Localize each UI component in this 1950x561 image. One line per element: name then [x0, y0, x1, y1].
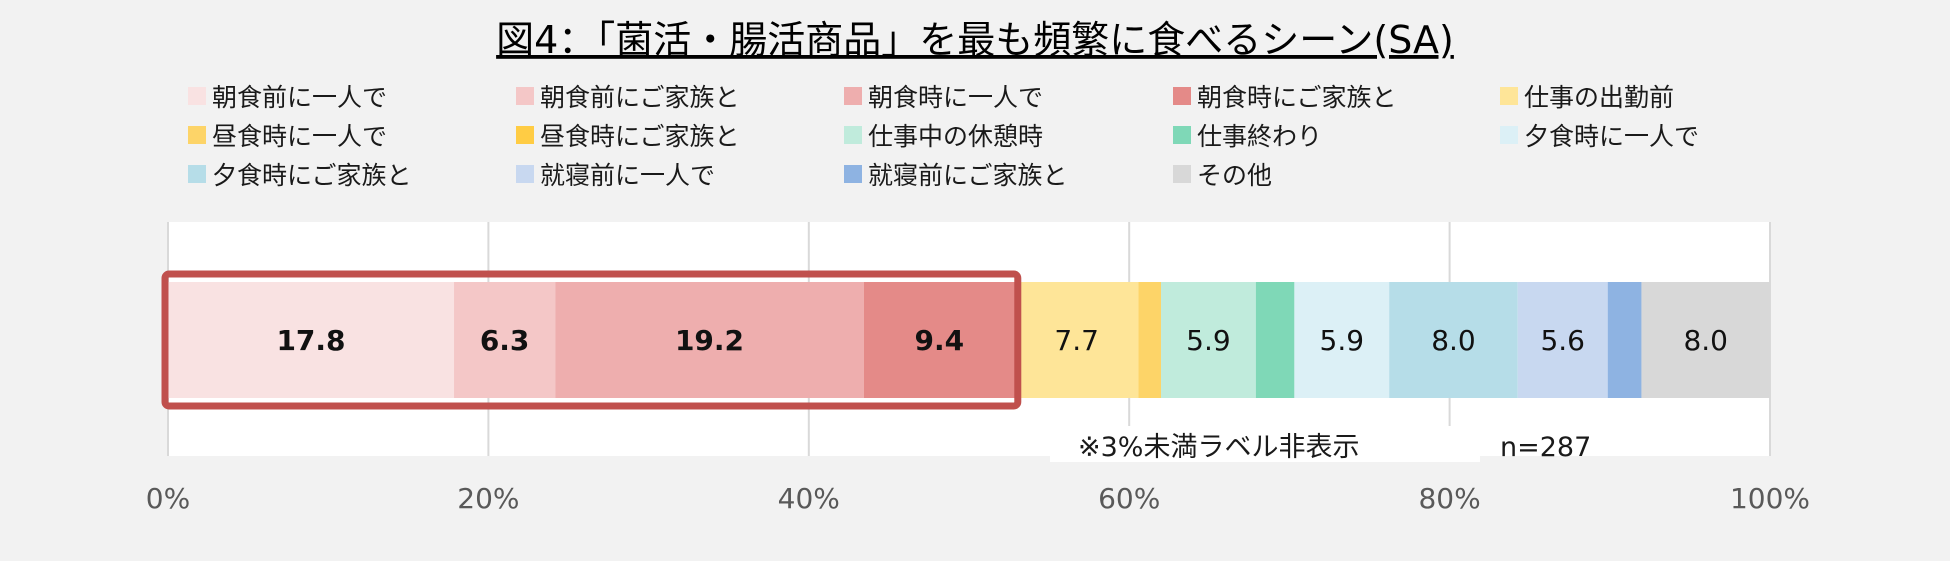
- bar-stack: [168, 282, 1770, 398]
- x-axis-ticks: 0% 20% 40% 60% 80% 100%: [146, 482, 1810, 515]
- note-text: ※3%未満ラベル非表示: [1078, 432, 1359, 463]
- data-label: 19.2: [675, 324, 744, 357]
- legend-label: 昼食時にご家族と: [540, 122, 740, 151]
- data-label: 6.3: [480, 324, 530, 357]
- legend-swatch: [188, 165, 206, 183]
- data-label: 5.9: [1320, 324, 1365, 357]
- data-label: 5.9: [1186, 324, 1231, 357]
- bar-segment: [1607, 282, 1642, 398]
- n-label: n=287: [1500, 432, 1591, 463]
- bar-segment: [1294, 282, 1390, 398]
- legend-swatch: [1173, 126, 1191, 144]
- x-tick-label: 100%: [1730, 482, 1810, 515]
- legend-label: 就寝前にご家族と: [868, 161, 1068, 190]
- x-tick-label: 60%: [1098, 482, 1160, 515]
- data-label: 5.6: [1540, 324, 1585, 357]
- x-tick-label: 80%: [1418, 482, 1480, 515]
- legend-swatch: [844, 126, 862, 144]
- legend: 朝食前に一人で 朝食前にご家族と 朝食時に一人で 朝食時にご家族と 仕事の出勤前昼食時に…: [188, 83, 1699, 190]
- bar-segment: [1517, 282, 1608, 398]
- legend-label: その他: [1197, 161, 1272, 190]
- legend-swatch: [1173, 87, 1191, 105]
- bar-segment: [454, 282, 556, 398]
- data-label: 17.8: [276, 324, 345, 357]
- legend-label: 仕事終わり: [1197, 122, 1322, 151]
- legend-swatch: [1500, 87, 1518, 105]
- legend-swatch: [516, 165, 534, 183]
- data-label: 9.4: [914, 324, 964, 357]
- data-label: 7.7: [1054, 324, 1099, 357]
- chart-title: 図4：「菌活・腸活商品」を最も頻繁に食べるシーン(SA): [496, 18, 1454, 62]
- legend-swatch: [844, 87, 862, 105]
- bar-segment: [1389, 282, 1518, 398]
- legend-label: 朝食前に一人で: [212, 83, 387, 112]
- legend-label: 仕事の出勤前: [1524, 83, 1674, 112]
- legend-label: 昼食時に一人で: [212, 122, 387, 151]
- data-label: 8.0: [1431, 324, 1476, 357]
- legend-swatch: [188, 126, 206, 144]
- bar-segment: [555, 282, 864, 398]
- bar-segment: [168, 282, 455, 398]
- legend-label: 朝食時に一人で: [868, 83, 1043, 112]
- highlight-box: [161, 270, 1022, 410]
- bar-segment: [863, 282, 1015, 398]
- data-label: 8.0: [1683, 324, 1728, 357]
- note-background: [1050, 426, 1480, 462]
- bar-segment: [1138, 282, 1162, 398]
- legend-label: 朝食前にご家族と: [540, 83, 740, 112]
- bar-segment: [1641, 282, 1770, 398]
- legend-swatch: [188, 87, 206, 105]
- legend-swatch: [844, 165, 862, 183]
- data-labels: 17.8 6.3 19.2 9.4 7.7 5.9 5.9 8.0 5.6 8.0: [276, 324, 1728, 357]
- x-tick-label: 0%: [146, 482, 190, 515]
- legend-swatch: [1500, 126, 1518, 144]
- legend-swatch: [516, 126, 534, 144]
- legend-label: 仕事中の休憩時: [868, 122, 1043, 151]
- legend-label: 朝食時にご家族と: [1197, 83, 1397, 112]
- legend-swatch: [516, 87, 534, 105]
- legend-swatch: [1173, 165, 1191, 183]
- legend-label: 夕食時に一人で: [1524, 122, 1699, 151]
- legend-label: 就寝前に一人で: [540, 161, 715, 190]
- bar-segment: [1255, 282, 1295, 398]
- bar-segment: [1014, 282, 1139, 398]
- legend-label: 夕食時にご家族と: [212, 161, 412, 190]
- x-tick-label: 40%: [778, 482, 840, 515]
- x-tick-label: 20%: [457, 482, 519, 515]
- bar-segment: [1161, 282, 1256, 398]
